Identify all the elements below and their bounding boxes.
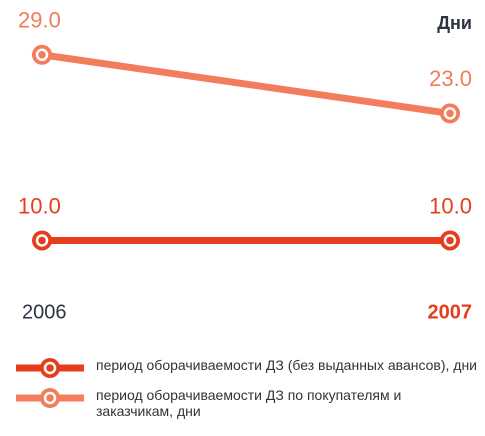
legend-label: период оборачиваемости ДЗ по покупателям… [96,387,402,419]
point [440,103,460,124]
marker-ring [35,234,49,247]
legend-item: период оборачиваемости ДЗ по покупателям… [14,386,479,419]
marker-ring [443,234,457,247]
x-tick-label: 2006 [22,301,67,323]
point [32,230,52,251]
swatch-marker [40,358,60,378]
chart: Дни 10.0 10.0 29.0 23.0 2006 2007 [18,8,473,324]
marker-ring [443,107,457,120]
legend-swatch [16,358,84,378]
swatch-marker [40,388,60,408]
legend: период оборачиваемости ДЗ (без выданных … [14,356,479,425]
marker-ring [43,361,57,375]
legend-item: период оборачиваемости ДЗ (без выданных … [14,356,479,380]
value-label: 23.0 [429,66,472,91]
marker-ring [35,48,49,62]
value-label: 10.0 [429,193,472,218]
value-label: 10.0 [18,193,61,218]
legend-swatch [16,388,84,408]
x-tick-label: 2007 [428,301,473,323]
unit-label: Дни [437,13,472,33]
marker-ring [43,391,57,405]
legend-label: период оборачиваемости ДЗ (без выданных … [96,357,478,373]
series-line [41,51,451,117]
point [32,44,52,65]
value-label: 29.0 [18,8,61,33]
point [440,230,460,251]
